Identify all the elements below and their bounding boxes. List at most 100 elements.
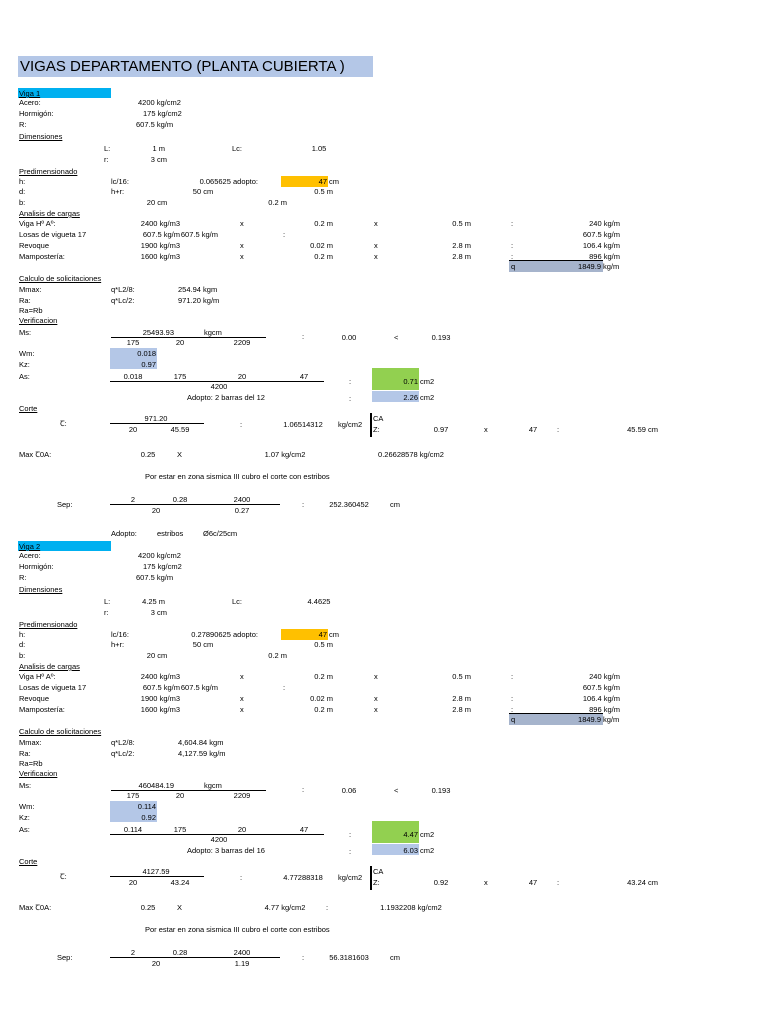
- mmax-value: 254.94 kgm: [178, 285, 218, 294]
- as-n3: 20: [237, 825, 247, 834]
- load-a: 607.5 kg/m: [142, 230, 180, 239]
- sep-value: 252.360452: [329, 500, 369, 509]
- load-op2: x: [374, 241, 378, 250]
- max-a: 0.25: [140, 903, 156, 912]
- ca-bar: [370, 866, 372, 890]
- ra-formula: q*Lc/2:: [111, 296, 135, 305]
- h-unit: cm: [329, 630, 339, 639]
- tau-num: 971.20: [144, 414, 168, 423]
- load-c: 2.8 m: [452, 241, 471, 250]
- as-unit: cm2: [420, 377, 435, 386]
- adopto-colon: :: [349, 847, 352, 856]
- adopto-value: 2.26: [403, 393, 418, 402]
- load-c: 0.5 m: [452, 672, 471, 681]
- as-colon: :: [349, 377, 352, 386]
- title-bar: [18, 56, 373, 77]
- q-label: q: [511, 715, 516, 724]
- load-c: 0.5 m: [452, 219, 471, 228]
- z-x: x: [484, 878, 488, 887]
- load-b: 0.2 m: [314, 252, 333, 261]
- zona-text: Por estar en zona sismica III cubro el c…: [145, 472, 330, 481]
- h-adopt-cell: [281, 176, 328, 187]
- as-unit: cm2: [420, 830, 435, 839]
- load-c: 2.8 m: [452, 252, 471, 261]
- load-b: 0.2 m: [314, 672, 333, 681]
- viga-name: Viga 1: [19, 89, 41, 98]
- load-a: 2400 kg/m3: [140, 672, 180, 681]
- sep-d2: 0.27: [234, 506, 250, 515]
- load-label: Viga Hº Aº:: [19, 672, 56, 681]
- sep-unit: cm: [390, 953, 400, 962]
- b-m: 0.2 m: [268, 651, 287, 660]
- L-value: 1 m: [152, 144, 165, 153]
- h-adopt: 47: [318, 630, 327, 639]
- load-op1: x: [240, 672, 244, 681]
- as-n1: 0.018: [123, 372, 143, 381]
- max-label: Max Ꞇ0A:: [19, 450, 52, 459]
- verificacion-heading: Verificacion: [19, 316, 58, 325]
- ra-label: Ra:: [19, 749, 31, 758]
- max-result: 1.1932208 kg/cm2: [380, 903, 442, 912]
- z-d: 47: [528, 878, 538, 887]
- load-a: 1600 kg/m3: [140, 705, 180, 714]
- r-small-value: 3 cm: [150, 608, 167, 617]
- ra-label: Ra:: [19, 296, 31, 305]
- ms-compare: <: [394, 333, 399, 342]
- ms-unit: kgcm: [204, 328, 222, 337]
- ms-limit: 0.193: [431, 786, 451, 795]
- tau-symbol: Ꞇ:: [60, 872, 67, 881]
- L-label: L:: [104, 597, 111, 606]
- hormigon-label: Hormigón:: [19, 562, 54, 571]
- as-result-cell: [372, 821, 419, 843]
- load-a: 607.5 kg/m: [180, 683, 218, 692]
- load-b: 0.02 m: [310, 241, 333, 250]
- wm-label: Wm:: [19, 349, 35, 358]
- load-a: 607.5 kg/m: [180, 230, 218, 239]
- as-den: 4200: [210, 835, 228, 844]
- hormigon-label: Hormigón:: [19, 109, 54, 118]
- rarb-label: Ra=Rb: [19, 759, 43, 768]
- tau-d2: 45.59: [170, 425, 190, 434]
- as-n2: 175: [173, 825, 187, 834]
- load-label: Mampostería:: [19, 252, 65, 261]
- load-a: 1900 kg/m3: [140, 241, 180, 250]
- tau-num: 4127.59: [142, 867, 170, 876]
- adopto-cell: [372, 391, 419, 402]
- load-eq: :: [511, 705, 514, 714]
- sep-label: Sep:: [57, 953, 73, 962]
- load-c: 2.8 m: [452, 694, 471, 703]
- acero-label: Acero:: [19, 551, 41, 560]
- load-label: Viga Hº Aº:: [19, 219, 56, 228]
- ms-result: 0.06: [341, 786, 357, 795]
- load-op1: x: [240, 705, 244, 714]
- sep-label: Sep:: [57, 500, 73, 509]
- wm-label: Wm:: [19, 802, 35, 811]
- sep-frac-line: [110, 957, 280, 958]
- h-label: h:: [19, 630, 26, 639]
- max-a: 0.25: [140, 450, 156, 459]
- wm-value: 0.018: [137, 349, 156, 358]
- load-eq: :: [511, 241, 514, 250]
- max-x: X: [177, 450, 183, 459]
- ra-value: 4,127.59 kg/m: [178, 749, 226, 758]
- load-res: 106.4 kg/m: [582, 694, 620, 703]
- h-unit: cm: [329, 177, 339, 186]
- tau-colon: :: [240, 873, 243, 882]
- load-res: 896 kg/m: [589, 252, 620, 261]
- analisis-heading: Analisis de cargas: [19, 209, 80, 218]
- max-colon: :: [326, 903, 329, 912]
- Lc-value: 1.05: [311, 144, 327, 153]
- as-label: As:: [19, 825, 30, 834]
- load-label: Losas de vigueta 17: [19, 683, 87, 692]
- tau-symbol: Ꞇ:: [60, 419, 67, 428]
- kz-label: Kz:: [19, 813, 30, 822]
- load-op2: x: [374, 219, 378, 228]
- ms-label: Ms:: [19, 781, 32, 790]
- h-formula: lc/16:: [111, 177, 129, 186]
- ra-formula: q*Lc/2:: [111, 749, 135, 758]
- as-result: 4.47: [403, 830, 418, 839]
- as-n4: 47: [299, 372, 309, 381]
- sep-d2: 1.19: [234, 959, 250, 968]
- Lc-value: 4.4625: [307, 597, 331, 606]
- sep-d1: 20: [151, 506, 161, 515]
